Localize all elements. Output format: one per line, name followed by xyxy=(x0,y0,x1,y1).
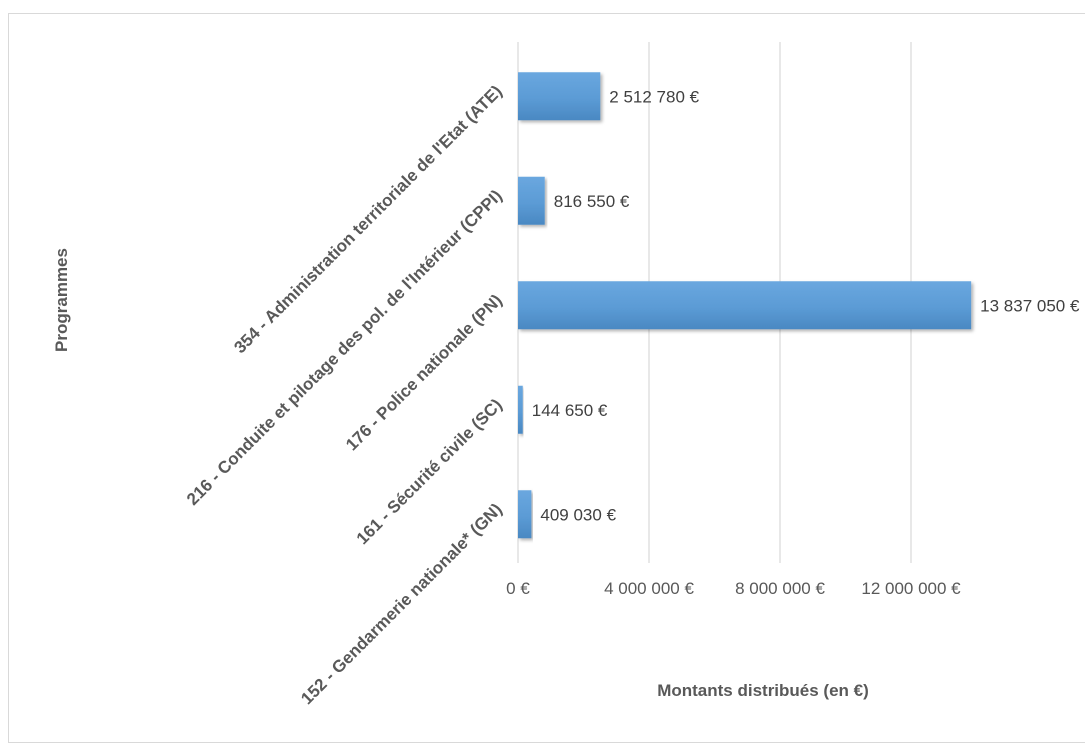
data-labels: 2 512 780 € 816 550 € 13 837 050 € 144 650 … xyxy=(532,87,1080,524)
x-axis-ticks: 0 € 4 000 000 € 8 000 000 € 12 000 000 € xyxy=(506,579,961,598)
data-label: 816 550 € xyxy=(554,192,630,211)
bar xyxy=(518,281,972,330)
bar xyxy=(518,385,523,434)
bars xyxy=(518,72,972,539)
x-tick-label: 8 000 000 € xyxy=(735,579,825,598)
bar xyxy=(518,72,601,121)
bar xyxy=(518,490,532,539)
data-label: 2 512 780 € xyxy=(609,87,699,106)
chart-frame xyxy=(8,13,1085,743)
y-axis-title: Programmes xyxy=(52,248,71,352)
category-labels: 354 - Administration territoriale de l'E… xyxy=(183,82,506,709)
category-label: 152 - Gendarmerie nationale* (GN) xyxy=(297,500,506,709)
data-label: 13 837 050 € xyxy=(980,296,1080,315)
bar xyxy=(518,176,545,225)
data-label: 144 650 € xyxy=(532,401,608,420)
x-tick-label: 4 000 000 € xyxy=(604,579,694,598)
x-tick-label: 0 € xyxy=(506,579,530,598)
x-axis-title: Montants distribués (en €) xyxy=(657,681,869,700)
x-tick-label: 12 000 000 € xyxy=(861,579,961,598)
data-label: 409 030 € xyxy=(540,505,616,524)
